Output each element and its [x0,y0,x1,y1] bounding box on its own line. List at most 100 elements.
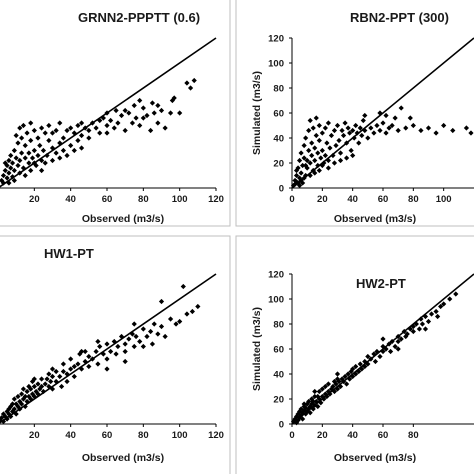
data-point [9,174,16,180]
panel-title: HW2-PT [356,276,406,291]
data-point [187,85,194,91]
data-point [100,115,106,121]
x-tick-label: 80 [138,430,149,441]
data-point [53,368,59,375]
data-point [158,298,165,305]
data-point [78,348,85,355]
x-axis-label: Observed (m3/s) [82,213,164,225]
data-point [407,115,413,121]
data-point [447,296,453,302]
data-point [35,391,41,397]
data-point [313,115,319,121]
data-point [24,130,30,136]
data-point [362,358,368,365]
data-point [15,140,21,146]
data-point [407,326,413,332]
y-tick-label: 120 [268,270,284,281]
data-point [2,167,8,174]
data-point [333,142,339,149]
data-point [133,333,139,340]
data-point [39,157,45,164]
x-tick-label: 20 [317,430,328,441]
data-point [350,366,356,372]
data-point [28,167,34,174]
data-point [386,125,392,131]
data-point [0,418,7,425]
x-tick-label: 20 [29,194,40,205]
panel-title: HW1-PT [44,246,94,261]
data-point [60,361,66,367]
x-tick-label: 40 [347,430,358,441]
data-point [303,172,309,179]
data-point [155,102,161,109]
data-point [44,376,50,382]
data-point [57,120,63,126]
data-point [53,127,59,134]
data-point [131,102,137,109]
plot-area [0,37,217,188]
y-tick-label: 100 [268,295,284,306]
data-point [303,135,309,141]
data-point [316,167,322,174]
reference-line-1-1 [0,273,217,424]
data-point [293,167,300,174]
data-point [418,127,424,134]
data-point [298,150,304,156]
data-point [307,117,313,124]
data-point [137,97,143,104]
data-point [342,120,348,126]
data-point [29,155,36,161]
data-point [149,100,156,106]
data-point [316,388,322,395]
data-point [104,356,110,362]
data-point [404,331,410,337]
data-point [13,132,19,139]
data-point [395,127,401,134]
data-point [49,130,56,136]
data-point [357,361,363,367]
data-point [17,157,23,164]
data-point [360,117,366,124]
data-point [293,172,300,179]
data-point [140,343,146,350]
data-point [319,130,325,136]
data-point [2,160,8,166]
data-point [315,162,321,169]
data-point [39,167,45,174]
data-point [350,152,356,159]
data-point [362,363,368,370]
y-tick-label: 20 [273,159,284,170]
data-point [413,321,419,327]
data-point [17,406,23,412]
data-point [155,331,161,337]
data-point [78,120,85,126]
data-point [46,137,52,144]
data-point [162,333,168,340]
data-point [26,150,32,156]
x-tick-label: 100 [172,430,188,441]
data-point [75,122,81,129]
data-point [40,147,47,154]
data-point [306,147,312,154]
data-point [300,162,306,169]
x-tick-label: 0 [289,430,294,441]
data-point [330,152,336,159]
data-point [309,140,315,146]
y-tick-label: 0 [279,420,284,431]
data-point [46,383,52,390]
data-point [463,125,470,131]
data-point [315,403,321,410]
data-point [28,120,34,126]
data-point [331,160,338,166]
data-point [108,348,114,355]
data-point [22,393,28,400]
data-point [60,147,66,154]
data-point [441,122,447,129]
data-point [353,122,359,129]
y-tick-label: 40 [273,370,284,381]
data-point [64,152,70,159]
data-point [371,130,377,136]
data-point [162,125,168,131]
plot-area [290,273,474,426]
data-point [316,122,322,129]
